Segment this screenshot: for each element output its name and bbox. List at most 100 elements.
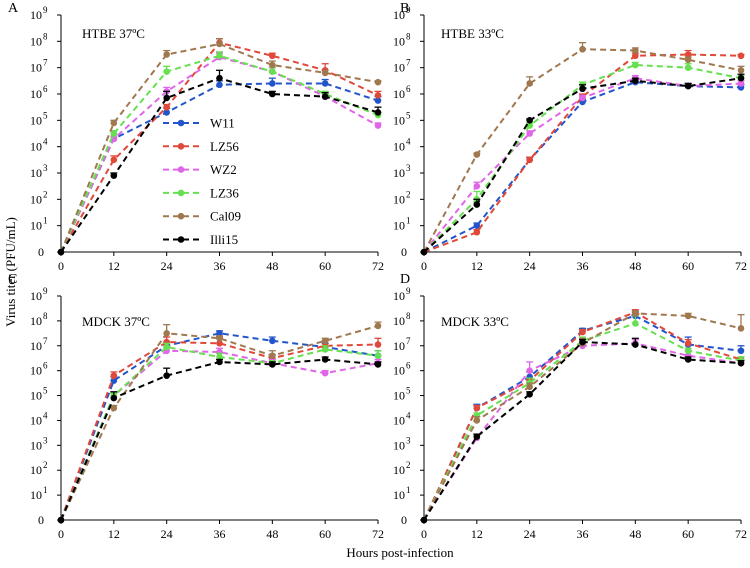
data-point bbox=[473, 222, 481, 229]
x-tick-label: 0 bbox=[421, 527, 427, 541]
y-tick-exponent: 6 bbox=[406, 361, 411, 371]
legend-item-cal09: Cal09 bbox=[163, 209, 241, 224]
data-point bbox=[632, 77, 639, 85]
data-point bbox=[216, 52, 223, 60]
y-tick-exponent: 2 bbox=[43, 460, 48, 470]
data-point bbox=[579, 328, 586, 336]
panel-title: MDCK 33ºC bbox=[441, 314, 509, 329]
data-point bbox=[526, 367, 533, 374]
series-line bbox=[423, 63, 742, 253]
data-point bbox=[110, 404, 118, 412]
y-tick-exponent: 4 bbox=[406, 410, 411, 420]
data-point bbox=[684, 339, 692, 347]
y-tick-label: 10 bbox=[393, 192, 405, 206]
data-point bbox=[473, 201, 481, 208]
data-point bbox=[579, 338, 586, 346]
y-tick-exponent: 9 bbox=[43, 5, 48, 15]
y-tick-label: 10 bbox=[393, 34, 405, 48]
y-tick-exponent: 7 bbox=[406, 58, 411, 68]
y-tick-label: 10 bbox=[393, 166, 405, 180]
series-line bbox=[423, 322, 742, 521]
data-point bbox=[269, 90, 276, 98]
data-point bbox=[163, 343, 170, 351]
y-tick-exponent: 7 bbox=[406, 336, 411, 346]
y-tick-label: 10 bbox=[30, 463, 42, 477]
data-point bbox=[269, 361, 276, 368]
y-tick-label: 10 bbox=[393, 314, 405, 328]
series-line bbox=[423, 48, 742, 253]
x-tick-label: 48 bbox=[266, 527, 278, 541]
data-point bbox=[737, 325, 745, 332]
y-tick-exponent: 4 bbox=[43, 410, 48, 420]
series-line bbox=[60, 358, 379, 521]
y-tick-label: 10 bbox=[30, 488, 42, 502]
data-point bbox=[57, 248, 65, 256]
x-tick-label: 0 bbox=[58, 527, 64, 541]
series-cal09 bbox=[420, 42, 745, 256]
data-point bbox=[163, 94, 170, 102]
x-tick-label: 0 bbox=[421, 259, 427, 273]
data-point bbox=[374, 92, 382, 99]
data-point bbox=[269, 352, 276, 360]
y-tick-label: 10 bbox=[393, 413, 405, 427]
x-tick-label: 12 bbox=[471, 259, 483, 273]
data-point bbox=[216, 40, 223, 48]
legend-marker bbox=[177, 143, 185, 150]
data-point bbox=[737, 359, 745, 367]
data-point bbox=[526, 122, 533, 129]
data-point bbox=[374, 78, 382, 86]
y-tick-exponent: 3 bbox=[406, 163, 411, 173]
x-tick-label: 72 bbox=[735, 527, 747, 541]
data-point bbox=[269, 61, 276, 69]
legend-marker bbox=[177, 236, 185, 243]
y-tick-exponent: 4 bbox=[406, 137, 411, 147]
legend-marker bbox=[177, 212, 185, 220]
y-tick-label: 10 bbox=[30, 34, 42, 48]
y-tick-label: 10 bbox=[30, 364, 42, 378]
y-tick-exponent: 1 bbox=[406, 216, 411, 226]
y-tick-exponent: 3 bbox=[43, 163, 48, 173]
y-tick-label: 0 bbox=[38, 245, 44, 259]
data-point bbox=[374, 352, 382, 360]
data-point bbox=[684, 51, 692, 58]
legend-label: Cal09 bbox=[210, 209, 241, 224]
x-tick-label: 72 bbox=[372, 527, 384, 541]
x-tick-label: 24 bbox=[161, 527, 173, 541]
data-point bbox=[526, 391, 533, 398]
legend-marker bbox=[177, 189, 185, 197]
y-tick-exponent: 7 bbox=[43, 58, 48, 68]
y-tick-exponent: 3 bbox=[43, 435, 48, 445]
y-tick-exponent: 8 bbox=[43, 31, 48, 41]
data-point bbox=[374, 122, 382, 129]
data-point bbox=[163, 51, 170, 58]
data-point bbox=[632, 341, 639, 348]
data-point bbox=[579, 94, 586, 102]
legend-item-illi15: Illi15 bbox=[163, 232, 238, 247]
panel-title: MDCK 37ºC bbox=[82, 314, 150, 329]
data-point bbox=[473, 151, 481, 158]
legend-label: LZ36 bbox=[210, 185, 239, 200]
y-tick-label: 10 bbox=[30, 87, 42, 101]
data-point bbox=[216, 358, 223, 366]
data-point bbox=[420, 248, 428, 256]
panel-title: HTBE 33ºC bbox=[441, 26, 504, 41]
data-point bbox=[473, 417, 481, 424]
y-tick-exponent: 5 bbox=[43, 110, 48, 120]
legend: W11 LZ56 WZ2 LZ36 Cal09 Illi15 bbox=[163, 116, 241, 247]
y-tick-exponent: 8 bbox=[406, 311, 411, 321]
y-tick-exponent: 8 bbox=[43, 311, 48, 321]
x-tick-label: 72 bbox=[372, 259, 384, 273]
data-point bbox=[526, 383, 533, 391]
data-point bbox=[737, 80, 745, 87]
y-tick-exponent: 6 bbox=[43, 84, 48, 94]
y-tick-label: 10 bbox=[30, 166, 42, 180]
data-point bbox=[526, 117, 533, 124]
data-point bbox=[110, 119, 118, 127]
data-point bbox=[632, 320, 639, 327]
data-point bbox=[473, 182, 481, 190]
data-point bbox=[374, 322, 382, 330]
data-point bbox=[216, 335, 223, 342]
data-point bbox=[110, 372, 118, 379]
legend-label: Illi15 bbox=[210, 232, 238, 247]
series-lz56 bbox=[420, 49, 745, 256]
